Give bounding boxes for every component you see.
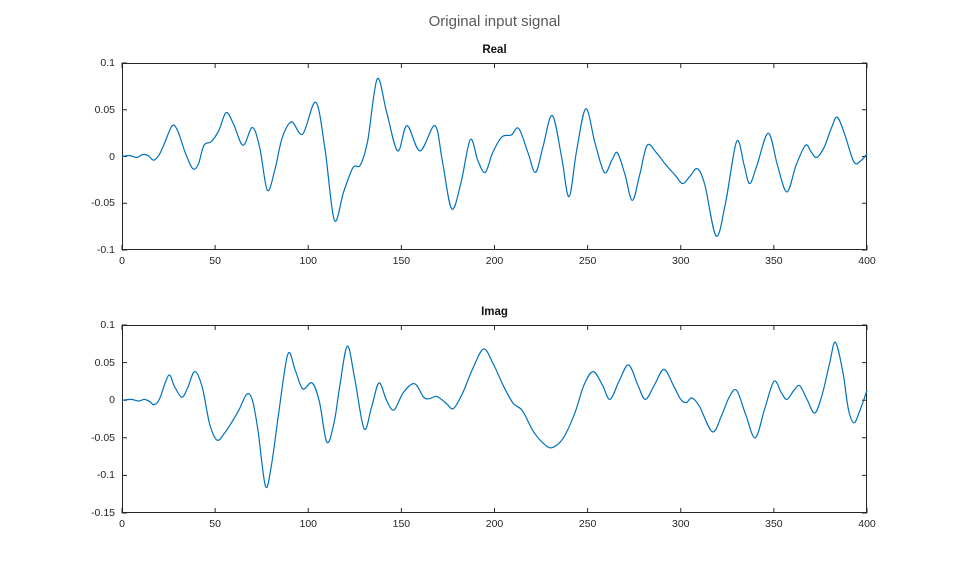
imag-plot-area (121, 324, 868, 514)
imag-y-tick-label: 0.1 (100, 319, 115, 331)
real-y-tick-label: 0.05 (94, 103, 115, 116)
imag-y-tick-label: -0.05 (91, 431, 115, 444)
real-x-tick-label: 350 (765, 255, 783, 267)
imag-x-tick-label: 300 (671, 518, 690, 530)
real-plot-area (121, 62, 868, 251)
imag-y-tick-label: -0.15 (91, 507, 115, 519)
imag-x-tick-label: 0 (119, 518, 125, 530)
imag-x-tick-label: 350 (765, 518, 783, 530)
imag-x-tick-label: 150 (392, 518, 411, 530)
imag-x-tick-label: 200 (485, 518, 504, 530)
real-y-tick-label: -0.05 (91, 197, 115, 210)
imag-signal-line (121, 341, 868, 489)
real-x-tick-label: 300 (671, 255, 690, 267)
imag-x-tick-label: 100 (299, 518, 318, 530)
real-x-tick-label: 0 (119, 255, 125, 267)
imag-y-tick-label: -0.1 (96, 469, 115, 482)
real-x-tick-label: 250 (578, 255, 597, 267)
imag-x-tick-label: 50 (209, 518, 221, 530)
real-y-tick-label: 0.1 (100, 57, 115, 69)
real-axes-frame (122, 63, 867, 250)
real-signal-line (121, 77, 868, 237)
imag-axes-frame (122, 325, 867, 513)
real-x-tick-label: 200 (485, 255, 504, 267)
imag-y-tick-label: 0.05 (94, 356, 115, 369)
figure-title: Original input signal (428, 13, 561, 30)
real-x-tick-label: 50 (209, 255, 221, 267)
real-y-tick-label: 0 (109, 150, 115, 163)
subplot-imag: Imag 0 50 100 150 200 250 300 350 400 0.1 0.05 0 -0.… (91, 306, 876, 530)
subplot-imag-title: Imag (481, 306, 508, 318)
real-x-tick-label: 100 (299, 255, 318, 267)
imag-y-tick-label: 0 (109, 394, 115, 407)
subplot-real-title: Real (482, 44, 507, 56)
subplot-real: Real 0 50 100 150 200 250 300 350 400 0.1 0.05 0 -0.… (91, 44, 876, 267)
real-x-tick-label: 150 (392, 255, 411, 267)
real-y-tick-label: -0.1 (96, 244, 115, 256)
imag-x-tick-label: 250 (578, 518, 597, 530)
imag-x-tick-label: 400 (858, 518, 876, 530)
real-x-tick-label: 400 (858, 255, 876, 267)
real-tick-marks (121, 62, 868, 251)
